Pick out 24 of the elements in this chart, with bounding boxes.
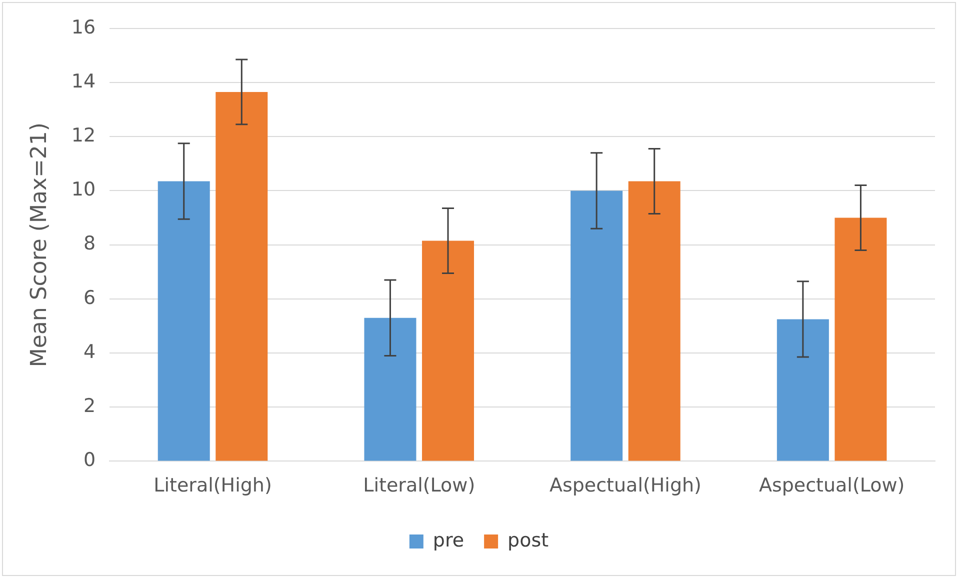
- y-tick-label: 6: [83, 286, 96, 309]
- y-tick-label: 14: [71, 70, 96, 92]
- bar: [364, 318, 416, 461]
- bar: [158, 181, 210, 461]
- y-tick-label: 4: [83, 340, 96, 363]
- bar: [628, 181, 680, 461]
- y-tick-label: 16: [71, 16, 96, 38]
- bar: [422, 240, 474, 461]
- legend-label: pre: [432, 529, 464, 552]
- y-axis-title: Mean Score (Max=21): [26, 122, 52, 368]
- x-tick-label: Aspectual(High): [549, 474, 702, 497]
- bar: [570, 190, 623, 461]
- x-tick-label: Literal(Low): [363, 474, 476, 497]
- legend-label: post: [508, 529, 549, 552]
- bar: [776, 319, 829, 461]
- y-tick-label: 0: [83, 449, 96, 472]
- x-tick-label: Literal(High): [154, 474, 272, 497]
- y-tick-label: 12: [71, 124, 96, 147]
- bar: [216, 92, 268, 461]
- y-tick-label: 2: [83, 395, 96, 418]
- bar: [834, 218, 887, 461]
- x-tick-label: Aspectual(Low): [758, 474, 905, 497]
- y-tick-label: 10: [71, 178, 96, 201]
- y-tick-label: 8: [83, 232, 96, 255]
